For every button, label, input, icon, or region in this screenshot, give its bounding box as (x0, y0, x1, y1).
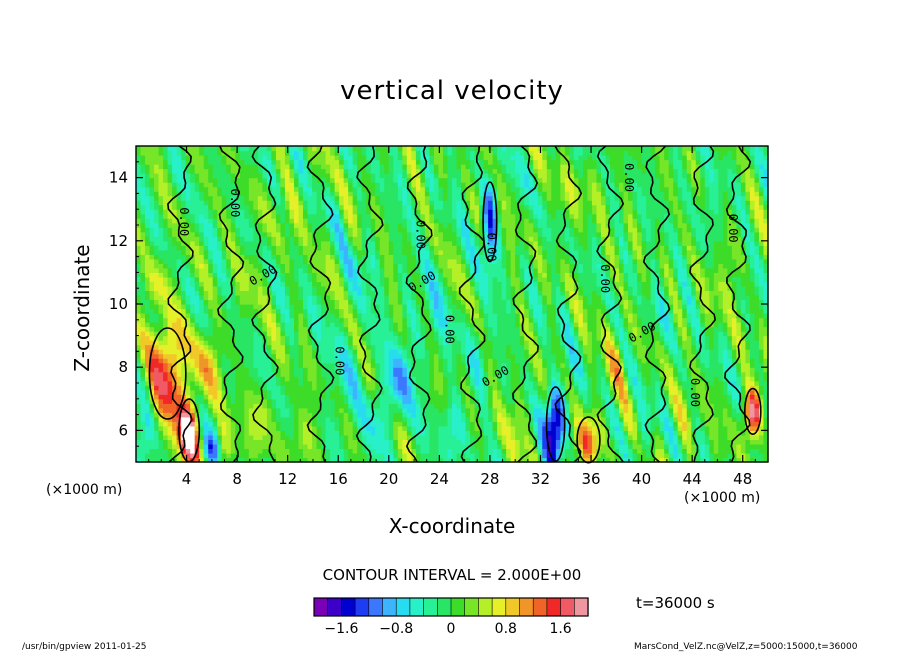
colorbar-swatch (546, 597, 562, 617)
x-tick-label: 32 (531, 470, 550, 488)
zero-contour-line (405, 145, 433, 463)
zero-contour-line (642, 145, 671, 463)
colorbar-swatch (368, 597, 384, 617)
colorbar-tick-label: −1.6 (324, 621, 358, 637)
x-tick-label: 4 (182, 470, 192, 488)
x-tick-label: 8 (232, 470, 242, 488)
contour-interval-label: CONTOUR INTERVAL = 2.000E+00 (322, 566, 582, 584)
colorbar-tick-label: −0.8 (379, 621, 413, 637)
colorbar-frame (313, 597, 589, 617)
footer-command: /usr/bin/gpview 2011-01-25 (22, 642, 147, 652)
x-tick-label: 12 (278, 470, 297, 488)
contour-label: 0.00 (598, 264, 612, 293)
colorbar-swatch (395, 597, 411, 617)
contour-label: 0.00 (484, 233, 498, 262)
feature-contour (743, 387, 762, 436)
feature-contour (545, 386, 566, 462)
colorbar-tick-label: 0 (447, 621, 456, 637)
contour-label: 0.00 (726, 214, 740, 243)
colorbar-tick-label: 1.6 (549, 621, 571, 637)
zero-contours (148, 145, 762, 464)
zero-contour-line (554, 145, 583, 463)
colorbar-swatch (436, 597, 452, 617)
colorbar-swatch (573, 597, 589, 617)
feature-contour (576, 416, 601, 464)
zero-contour-line (512, 145, 539, 463)
zero-contour-line (689, 145, 717, 463)
y-tick-label: 14 (109, 169, 128, 187)
zero-contour-line (167, 145, 194, 463)
zero-contour-line (596, 145, 625, 463)
y-tick-label: 10 (109, 295, 128, 313)
zero-contour-line (355, 145, 384, 463)
contour-label: 0.00 (333, 346, 347, 375)
colorbar-swatch (341, 597, 356, 617)
x-unit-label-left: (×1000 m) (46, 482, 123, 498)
y-tick-label: 6 (118, 421, 128, 439)
x-axis-label: X-coordinate (388, 514, 516, 538)
contour-label: 0.00 (414, 220, 428, 249)
colorbar-tick-label: 0.8 (495, 621, 517, 637)
footer-dataset: MarsCond_VelZ.nc@VelZ,z=5000:15000,t=360… (634, 642, 858, 652)
colorbar-swatch (423, 597, 438, 617)
colorbar-swatch (409, 597, 425, 617)
colorbar-swatch (464, 597, 480, 617)
x-tick-label: 36 (581, 470, 600, 488)
time-label: t=36000 s (636, 594, 715, 612)
x-tick-label: 28 (480, 470, 499, 488)
zero-contour-line (251, 145, 279, 463)
contour-label: 0.00 (622, 163, 636, 192)
heatmap-field (136, 146, 769, 463)
chart-title: vertical velocity (340, 76, 564, 106)
colorbar-swatch (505, 597, 521, 617)
contour-label: 0.00 (443, 315, 457, 344)
colorbar-swatch (478, 597, 493, 617)
x-tick-label: 40 (632, 470, 651, 488)
feature-contour (148, 327, 187, 420)
zero-contour-line (306, 145, 335, 463)
y-tick-label: 8 (118, 358, 128, 376)
zero-contour-line (217, 145, 245, 463)
x-tick-label: 44 (683, 470, 702, 488)
x-tick-label: 24 (430, 470, 449, 488)
colorbar-swatch (354, 597, 370, 617)
x-tick-label: 48 (733, 470, 752, 488)
x-tick-label: 20 (379, 470, 398, 488)
colorbar-swatch (327, 597, 343, 617)
colorbar-swatch (382, 597, 397, 617)
contour-label: 0.00 (228, 188, 242, 217)
colorbar-swatch (532, 597, 548, 617)
zero-contour-line (458, 145, 486, 463)
colorbar-swatch (560, 597, 575, 617)
feature-contour (482, 181, 498, 263)
colorbar-swatch (491, 597, 507, 617)
x-tick-label: 16 (329, 470, 348, 488)
contour-label: 0.00 (177, 207, 191, 236)
colorbar-swatch (519, 597, 534, 617)
contour-label: 0.00 (688, 378, 702, 407)
colorbar-swatch (450, 597, 466, 617)
zero-contour-line (724, 145, 752, 463)
y-tick-label: 12 (109, 232, 128, 250)
x-unit-label-right: (×1000 m) (684, 490, 761, 506)
colorbar-swatch (313, 597, 329, 617)
